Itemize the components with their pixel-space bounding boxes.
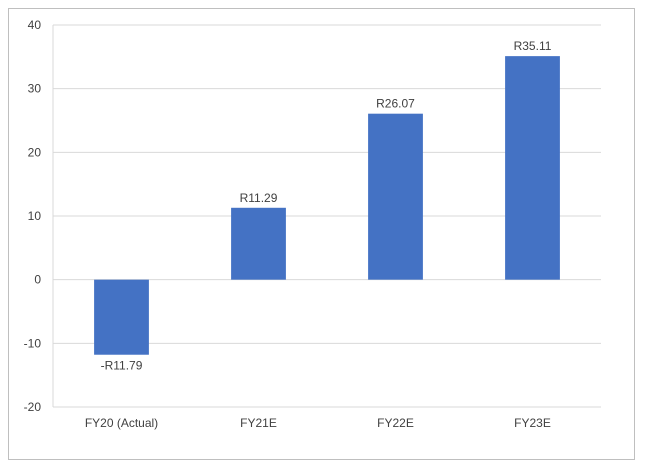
y-axis-ticks: -20 -10 0 10 20 30 40 — [24, 18, 42, 414]
bar — [94, 279, 149, 355]
y-tick-label: 40 — [28, 18, 42, 32]
y-tick-label: -20 — [24, 400, 42, 414]
data-labels: -R11.79 R11.29 R26.07 R35.11 — [101, 39, 552, 373]
bar — [505, 56, 560, 280]
bar — [368, 113, 423, 280]
x-category-label: FY21E — [240, 416, 277, 430]
y-tick-label: 10 — [28, 209, 42, 223]
x-category-label: FY22E — [377, 416, 414, 430]
y-tick-label: 0 — [34, 273, 41, 287]
data-label: R11.29 — [240, 191, 278, 205]
x-category-label: FY20 (Actual) — [85, 416, 158, 430]
x-axis-categories: FY20 (Actual) FY21E FY22E FY23E — [85, 416, 551, 430]
data-label: R26.07 — [376, 97, 415, 111]
bar — [231, 207, 286, 280]
y-tick-label: 20 — [28, 145, 42, 159]
y-tick-label: -10 — [24, 336, 42, 350]
data-label: -R11.79 — [101, 359, 143, 373]
y-tick-label: 30 — [28, 82, 42, 96]
data-label: R35.11 — [514, 39, 552, 53]
x-category-label: FY23E — [514, 416, 551, 430]
bars — [94, 56, 560, 355]
